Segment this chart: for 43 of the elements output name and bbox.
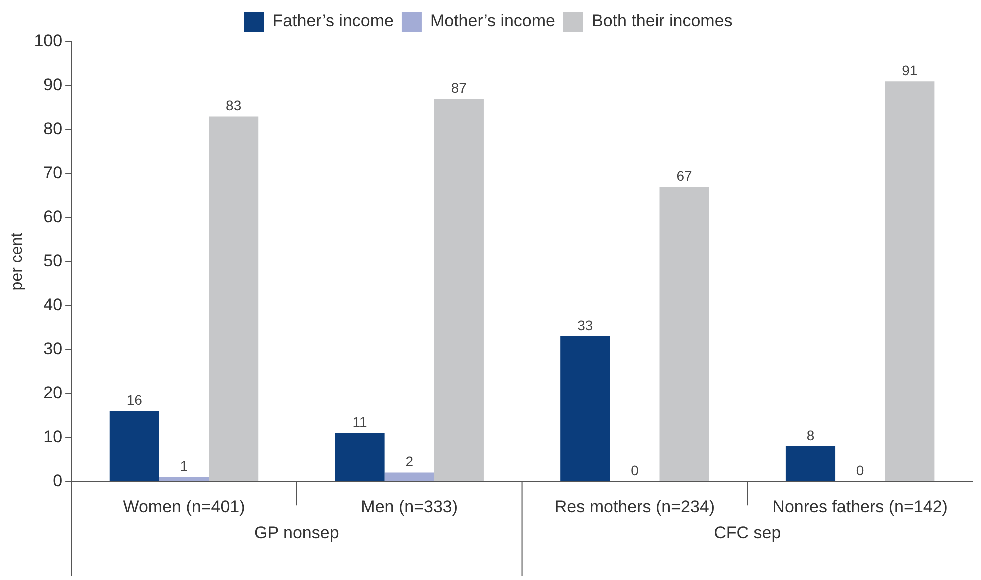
y-tick-label: 30 bbox=[44, 339, 63, 358]
bar bbox=[384, 472, 434, 482]
data-label: 83 bbox=[226, 98, 242, 114]
data-label: 67 bbox=[676, 168, 693, 184]
data-label: 11 bbox=[352, 414, 368, 430]
bar bbox=[434, 99, 484, 482]
bar bbox=[560, 336, 610, 482]
data-label: 91 bbox=[902, 62, 918, 78]
y-axis-title: per cent bbox=[9, 232, 26, 291]
y-tick-label: 50 bbox=[44, 251, 63, 270]
bar bbox=[786, 446, 836, 482]
text: GP nonsep bbox=[254, 523, 340, 542]
data-label: 8 bbox=[806, 427, 815, 444]
data-label: 16 bbox=[126, 392, 143, 408]
data-label: 1 bbox=[180, 458, 188, 474]
data-label: 0 bbox=[856, 462, 864, 478]
y-tick-label: 70 bbox=[44, 164, 63, 183]
data-label: 2 bbox=[406, 454, 414, 470]
bar bbox=[885, 82, 935, 482]
data-label: 87 bbox=[451, 80, 468, 96]
y-tick-label: 0 bbox=[53, 471, 63, 490]
bar bbox=[159, 477, 210, 482]
y-tick-label: 40 bbox=[44, 295, 63, 314]
x-tick-label: Men (n=333) bbox=[361, 497, 458, 516]
bar bbox=[110, 411, 160, 482]
data-label: 33 bbox=[578, 317, 594, 334]
bar bbox=[660, 187, 710, 482]
y-tick-label: 10 bbox=[44, 427, 63, 446]
legend-label: Both their incomes bbox=[592, 12, 733, 31]
legend-label: Father’s income bbox=[272, 12, 394, 31]
data-label: 0 bbox=[631, 462, 640, 478]
bar bbox=[209, 116, 259, 482]
legend-label: Mother’s income bbox=[430, 12, 556, 31]
y-tick-label: 100 bbox=[34, 32, 63, 51]
bar bbox=[335, 433, 385, 482]
text: CFC sep bbox=[714, 523, 782, 542]
y-tick-label: 90 bbox=[44, 76, 63, 95]
x-tick-label: Res mothers (n=234) bbox=[554, 497, 716, 516]
y-tick-label: 60 bbox=[44, 208, 63, 227]
x-tick-label: Nonres fathers (n=142) bbox=[772, 497, 948, 516]
y-tick-label: 80 bbox=[44, 120, 63, 139]
x-tick-label: Women (n=401) bbox=[123, 497, 246, 516]
y-tick-label: 20 bbox=[44, 383, 63, 402]
